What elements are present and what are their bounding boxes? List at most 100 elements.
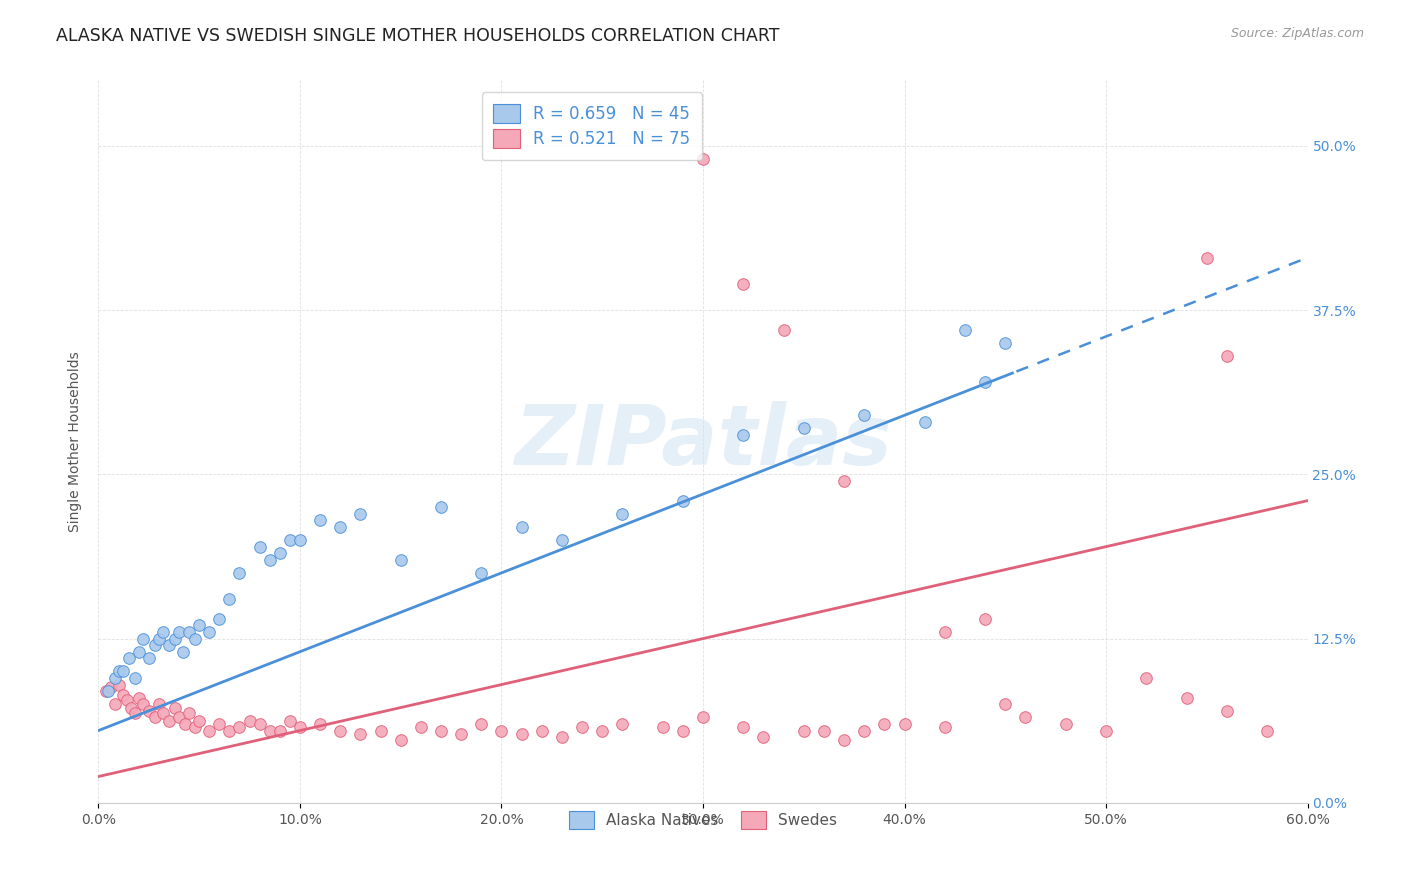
- Point: [157, 714, 180, 729]
- Point: [184, 632, 207, 646]
- Point: [152, 706, 174, 721]
- Point: [692, 152, 714, 166]
- Point: [752, 730, 775, 744]
- Point: [1216, 349, 1239, 363]
- Point: [174, 717, 197, 731]
- Text: ALASKA NATIVE VS SWEDISH SINGLE MOTHER HOUSEHOLDS CORRELATION CHART: ALASKA NATIVE VS SWEDISH SINGLE MOTHER H…: [56, 27, 780, 45]
- Point: [179, 625, 201, 640]
- Point: [1256, 723, 1278, 738]
- Point: [329, 723, 352, 738]
- Point: [470, 717, 492, 731]
- Point: [994, 698, 1017, 712]
- Point: [491, 723, 513, 738]
- Point: [733, 277, 755, 291]
- Point: [733, 428, 755, 442]
- Point: [111, 665, 134, 679]
- Point: [914, 415, 936, 429]
- Point: [239, 714, 262, 729]
- Point: [152, 625, 174, 640]
- Point: [278, 533, 301, 547]
- Point: [111, 688, 134, 702]
- Point: [793, 421, 815, 435]
- Point: [430, 500, 453, 515]
- Point: [249, 540, 271, 554]
- Point: [118, 651, 141, 665]
- Point: [138, 704, 160, 718]
- Point: [143, 638, 166, 652]
- Point: [218, 723, 240, 738]
- Point: [269, 723, 291, 738]
- Point: [873, 717, 896, 731]
- Point: [179, 706, 201, 721]
- Point: [120, 701, 142, 715]
- Point: [510, 727, 533, 741]
- Point: [893, 717, 915, 731]
- Point: [1216, 704, 1239, 718]
- Point: [389, 732, 412, 747]
- Point: [163, 701, 186, 715]
- Point: [450, 727, 472, 741]
- Point: [132, 698, 155, 712]
- Y-axis label: Single Mother Households: Single Mother Households: [69, 351, 83, 532]
- Point: [672, 723, 695, 738]
- Point: [163, 632, 186, 646]
- Point: [107, 665, 129, 679]
- Point: [259, 723, 281, 738]
- Text: ZIPatlas: ZIPatlas: [515, 401, 891, 482]
- Point: [107, 677, 129, 691]
- Point: [96, 684, 118, 698]
- Point: [148, 632, 170, 646]
- Point: [132, 632, 155, 646]
- Point: [551, 730, 574, 744]
- Point: [409, 720, 432, 734]
- Point: [1195, 251, 1218, 265]
- Point: [288, 533, 311, 547]
- Point: [934, 720, 956, 734]
- Point: [172, 645, 194, 659]
- Point: [651, 720, 673, 734]
- Point: [733, 720, 755, 734]
- Point: [612, 507, 634, 521]
- Point: [188, 618, 211, 632]
- Point: [853, 723, 876, 738]
- Point: [349, 727, 371, 741]
- Point: [530, 723, 553, 738]
- Point: [510, 520, 533, 534]
- Point: [128, 645, 150, 659]
- Point: [259, 553, 281, 567]
- Point: [188, 714, 211, 729]
- Point: [1054, 717, 1077, 731]
- Point: [97, 684, 120, 698]
- Point: [692, 710, 714, 724]
- Point: [974, 376, 997, 390]
- Point: [208, 717, 231, 731]
- Point: [103, 698, 125, 712]
- Point: [124, 706, 146, 721]
- Point: [832, 474, 855, 488]
- Point: [208, 612, 231, 626]
- Point: [278, 714, 301, 729]
- Point: [1095, 723, 1118, 738]
- Point: [832, 732, 855, 747]
- Point: [571, 720, 593, 734]
- Point: [128, 690, 150, 705]
- Point: [198, 625, 221, 640]
- Point: [167, 625, 190, 640]
- Point: [249, 717, 271, 731]
- Point: [853, 409, 876, 423]
- Point: [672, 493, 695, 508]
- Point: [103, 671, 125, 685]
- Point: [1014, 710, 1036, 724]
- Point: [1135, 671, 1157, 685]
- Point: [1175, 690, 1198, 705]
- Point: [115, 693, 138, 707]
- Point: [612, 717, 634, 731]
- Point: [309, 513, 332, 527]
- Point: [309, 717, 332, 731]
- Point: [167, 710, 190, 724]
- Point: [349, 507, 371, 521]
- Point: [772, 323, 794, 337]
- Point: [288, 720, 311, 734]
- Point: [329, 520, 352, 534]
- Point: [793, 723, 815, 738]
